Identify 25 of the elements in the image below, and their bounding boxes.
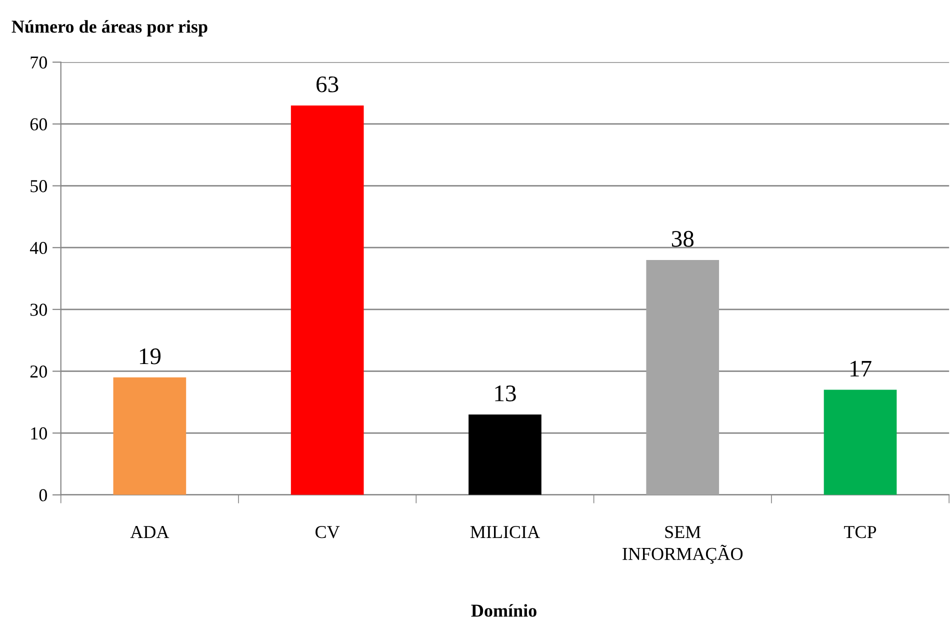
bar — [290, 105, 364, 495]
y-tick-label: 30 — [30, 304, 47, 316]
data-label: 19 — [140, 348, 161, 364]
y-tick-label: 60 — [30, 118, 47, 130]
y-tick-label: 50 — [30, 180, 47, 192]
x-axis-title: Domínio — [471, 604, 536, 617]
y-tick-label: 0 — [39, 489, 47, 502]
data-label: 38 — [672, 230, 694, 247]
x-tick-label: CV — [316, 526, 340, 538]
x-tick-label: SEM INFORMAÇÃO — [622, 526, 743, 564]
x-tick-label: TCP — [844, 526, 876, 538]
bar — [824, 390, 897, 495]
bar — [113, 377, 186, 495]
y-tick-label: 10 — [31, 427, 47, 440]
bar — [646, 260, 720, 495]
bar — [468, 414, 542, 495]
data-label: 13 — [495, 386, 516, 402]
y-axis-title: Número de áreas por risp — [12, 20, 208, 36]
y-tick-label: 40 — [30, 242, 47, 254]
x-tick-label: MILICIA — [470, 526, 540, 538]
x-tick-label: ADA — [130, 526, 170, 538]
data-label: 63 — [316, 76, 338, 92]
data-label: 17 — [850, 360, 872, 376]
y-tick-label: 70 — [30, 56, 47, 69]
y-tick-label: 20 — [30, 365, 47, 378]
